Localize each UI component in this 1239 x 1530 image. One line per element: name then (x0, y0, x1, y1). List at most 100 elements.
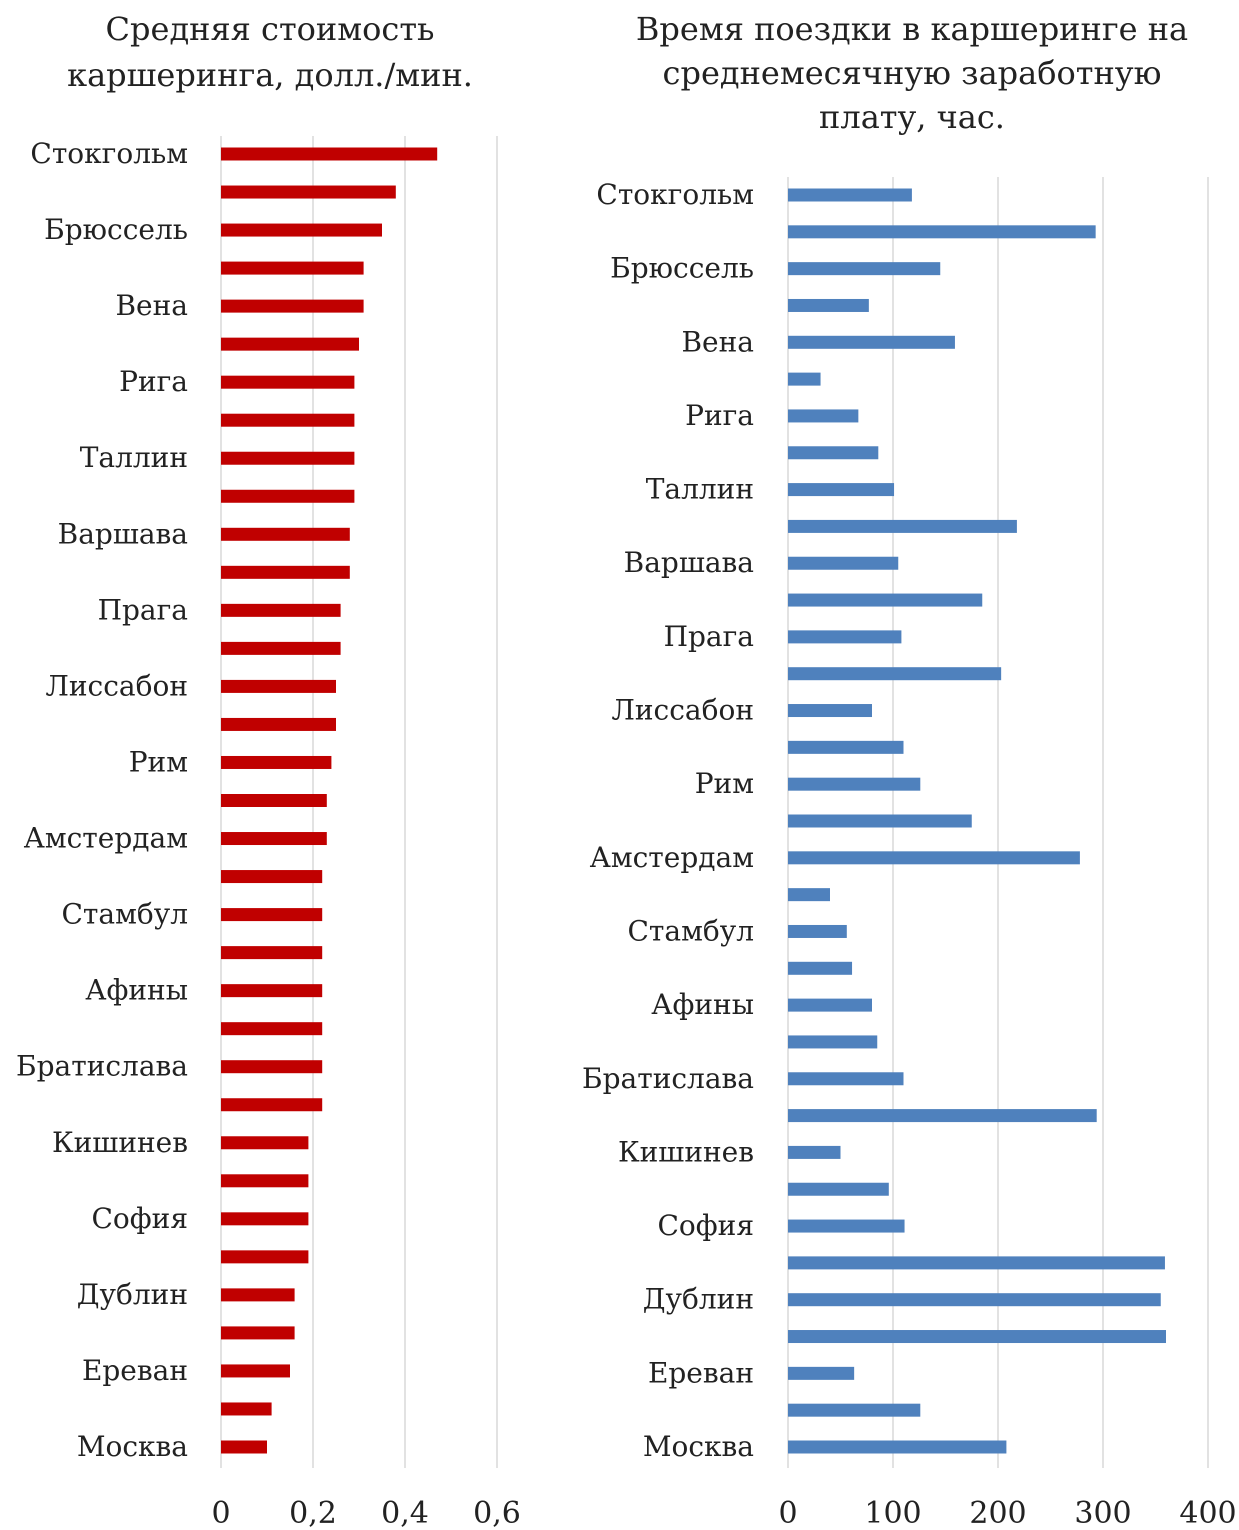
right-category-label: Москва (643, 1430, 754, 1463)
right-bar (788, 961, 853, 975)
right-bar (788, 1035, 878, 1049)
left-category-label: Кишинев (52, 1126, 188, 1159)
right-bar (788, 409, 859, 423)
left-category-label: Таллин (80, 441, 188, 474)
left-bar (221, 1098, 323, 1112)
left-bar (221, 375, 355, 389)
left-bar (221, 337, 359, 351)
right-bar (788, 814, 972, 828)
left-bar (221, 794, 327, 807)
left-chart: Средняя стоимость каршеринга, долл./мин.… (16, 10, 521, 1530)
left-category-label: Стокгольм (30, 137, 188, 170)
right-bar (788, 1219, 905, 1233)
right-bars (788, 188, 1166, 1454)
right-bar (788, 740, 904, 754)
left-x-tick-labels: 0 0,2 0,4 0,6 (211, 1496, 520, 1530)
left-chart-title-line-1: Средняя стоимость (106, 10, 435, 48)
left-category-label: Варшава (58, 517, 188, 550)
right-chart-title-line-1: Время поездки в каршеринге на (636, 10, 1188, 48)
right-category-label: Ереван (648, 1356, 754, 1389)
left-bar (221, 1402, 272, 1416)
right-bar (788, 556, 899, 570)
left-category-label: Брюссель (44, 213, 188, 246)
right-category-label: Брюссель (610, 252, 754, 285)
right-bar (788, 262, 941, 276)
right-x-tick-label: 300 (1074, 1496, 1131, 1530)
left-bar (221, 261, 364, 275)
right-category-label: Стамбул (627, 914, 754, 947)
right-x-tick-label: 400 (1179, 1496, 1236, 1530)
right-category-label: Афины (651, 988, 754, 1021)
left-category-label: Афины (85, 974, 188, 1007)
left-category-label: Ереван (82, 1354, 188, 1387)
right-chart-title-line-2: среднемесячную заработную (663, 54, 1162, 92)
right-bar (788, 777, 921, 791)
right-category-label: Дублин (643, 1283, 754, 1316)
left-bar (221, 908, 323, 922)
left-category-label: Братислава (16, 1050, 188, 1083)
left-bar (221, 565, 350, 579)
left-category-label: Москва (77, 1430, 188, 1463)
right-bar (788, 630, 902, 644)
left-bar (221, 299, 364, 313)
right-bar (788, 1072, 904, 1086)
left-bar (221, 679, 336, 693)
left-x-tick-label: 0,4 (381, 1496, 429, 1530)
right-category-label: Рим (695, 767, 754, 800)
right-bar (788, 1293, 1161, 1307)
right-bar (788, 1440, 1007, 1454)
left-bar (221, 527, 350, 541)
left-bar (221, 223, 382, 237)
right-bar (788, 446, 879, 460)
left-x-tick-label: 0,2 (289, 1496, 337, 1530)
right-category-labels: Стокгольм Брюссель Вена Рига Таллин Варшава Пр… (582, 178, 754, 1463)
left-bar (221, 1326, 295, 1340)
right-bar (788, 372, 821, 386)
right-category-label: София (657, 1209, 754, 1242)
right-bar (788, 298, 869, 312)
right-x-tick-labels: 0 100 200 300 400 (778, 1496, 1236, 1530)
right-bar (788, 519, 1017, 533)
left-x-tick-label: 0 (211, 1496, 230, 1530)
right-bar (788, 225, 1096, 239)
left-category-label: Вена (115, 289, 188, 322)
left-bar (221, 984, 323, 998)
right-chart-title-line-3: плату, час. (819, 98, 1005, 136)
left-bar (221, 1060, 323, 1074)
left-bar (221, 451, 355, 465)
left-bar (221, 1022, 323, 1036)
left-bar (221, 1174, 309, 1188)
left-bar (221, 946, 323, 960)
right-bar (788, 704, 872, 718)
right-category-label: Рига (685, 399, 754, 432)
right-bar (788, 483, 895, 497)
left-bar (221, 832, 327, 846)
left-category-label: София (91, 1202, 188, 1235)
right-chart: Время поездки в каршеринге на среднемеся… (582, 10, 1237, 1530)
right-bar (788, 1182, 889, 1196)
left-category-label: Прага (98, 593, 188, 626)
left-bar (221, 870, 323, 884)
left-category-label: Амстердам (24, 822, 188, 855)
left-category-label: Дублин (77, 1278, 188, 1311)
right-category-label: Вена (681, 325, 754, 358)
right-category-label: Стокгольм (596, 178, 754, 211)
left-bar (221, 1440, 267, 1454)
right-bar (788, 1256, 1165, 1270)
right-bar (788, 593, 983, 607)
left-category-label: Лиссабон (46, 669, 188, 702)
left-category-label: Стамбул (61, 898, 188, 931)
left-bar (221, 489, 355, 503)
left-category-label: Рим (129, 745, 188, 778)
right-bar (788, 924, 847, 938)
left-bar (221, 603, 341, 617)
right-bar (788, 1330, 1166, 1344)
right-category-label: Братислава (582, 1062, 754, 1095)
left-bar (221, 1250, 309, 1264)
right-bar (788, 1145, 841, 1159)
right-bar (788, 335, 955, 349)
right-x-tick-label: 100 (864, 1496, 921, 1530)
left-category-labels: Стокгольм Брюссель Вена Рига Таллин Варшава Пр… (16, 137, 188, 1463)
right-bar (788, 1403, 921, 1417)
